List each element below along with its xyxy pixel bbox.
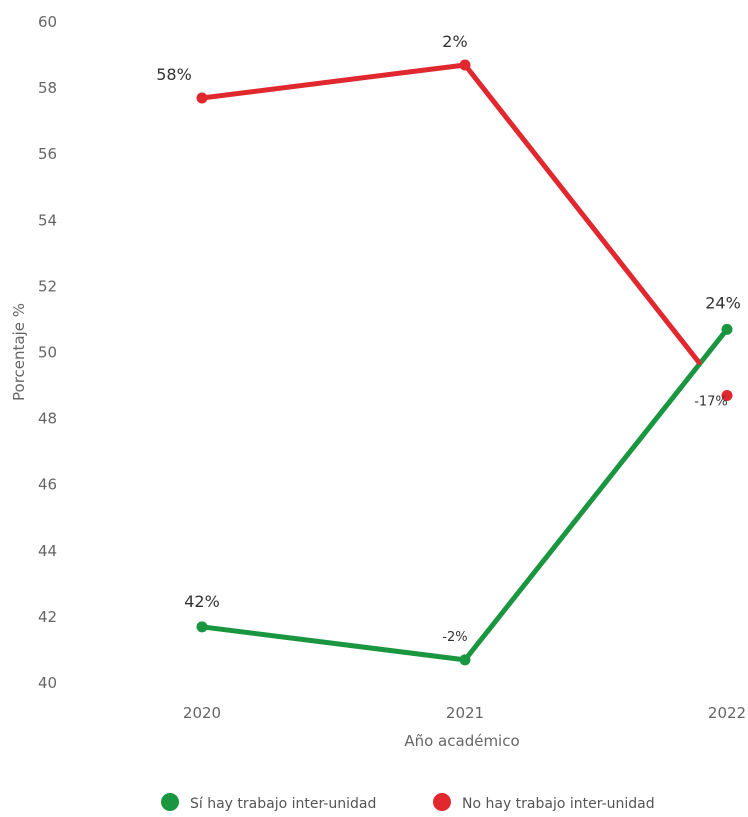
y-tick-label: 44	[38, 542, 57, 560]
data-point-si[interactable]	[721, 323, 733, 335]
legend: Sí hay trabajo inter-unidad No hay traba…	[161, 793, 655, 812]
y-tick-label: 54	[38, 211, 57, 229]
y-tick-label: 42	[38, 608, 57, 626]
series-line-no	[199, 62, 702, 365]
y-tick-label: 60	[38, 13, 57, 31]
data-labels: 42% -2% 24% 58% 2% -17%	[156, 32, 741, 645]
y-tick-label: 50	[38, 344, 57, 362]
data-point-no[interactable]	[721, 389, 733, 401]
series-points	[196, 59, 733, 666]
y-tick-label: 40	[38, 674, 57, 692]
legend-swatch-si[interactable]	[161, 793, 179, 811]
legend-swatch-no[interactable]	[433, 793, 451, 811]
data-label-si: 42%	[184, 592, 220, 611]
y-tick-label: 52	[38, 277, 57, 295]
y-tick-label: 48	[38, 410, 57, 428]
x-axis-ticks: 2020 2021 2022	[183, 704, 746, 722]
y-tick-label: 46	[38, 476, 57, 494]
data-point-no[interactable]	[196, 92, 208, 104]
x-tick-label: 2022	[708, 704, 746, 722]
series-line-si	[199, 326, 730, 663]
data-point-si[interactable]	[196, 621, 208, 633]
data-label-no: 2%	[442, 32, 467, 51]
data-label-no: 58%	[156, 65, 192, 84]
data-label-si: -2%	[442, 630, 467, 645]
y-tick-label: 56	[38, 145, 57, 163]
data-point-si[interactable]	[459, 654, 471, 666]
x-tick-label: 2021	[446, 704, 484, 722]
x-axis-title: Año académico	[404, 732, 519, 750]
y-axis-title: Porcentaje %	[10, 303, 28, 401]
x-tick-label: 2020	[183, 704, 221, 722]
y-axis-ticks: 40 42 44 46 48 50 52 54 56 58 60	[38, 13, 57, 692]
legend-label-si[interactable]: Sí hay trabajo inter-unidad	[190, 796, 376, 812]
y-tick-label: 58	[38, 79, 57, 97]
series-lines	[199, 62, 730, 663]
legend-label-no[interactable]: No hay trabajo inter-unidad	[462, 796, 655, 812]
data-label-no: -17%	[694, 394, 728, 409]
data-point-no[interactable]	[459, 59, 471, 71]
data-label-si: 24%	[705, 293, 741, 312]
